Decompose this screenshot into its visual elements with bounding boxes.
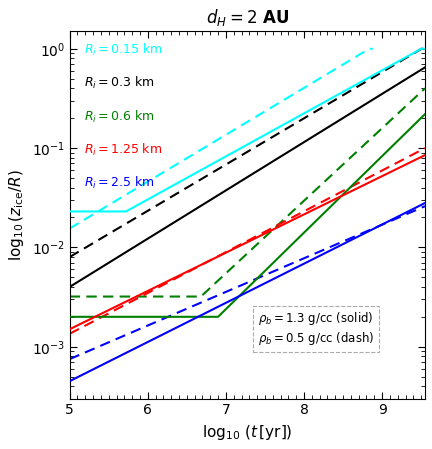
- Y-axis label: $\log_{10}( z_\mathrm{ice} / R )$: $\log_{10}( z_\mathrm{ice} / R )$: [7, 169, 26, 261]
- Text: $R_i = 0.6$ km: $R_i = 0.6$ km: [84, 108, 155, 124]
- Text: $R_i = 1.25$ km: $R_i = 1.25$ km: [84, 141, 162, 158]
- Text: $R_i = 2.5$ km: $R_i = 2.5$ km: [84, 175, 155, 191]
- Text: $R_i = 0.15$ km: $R_i = 0.15$ km: [84, 42, 163, 58]
- Title: $d_H = 2$ AU: $d_H = 2$ AU: [206, 7, 289, 28]
- Text: $R_i = 0.3$ km: $R_i = 0.3$ km: [84, 75, 155, 92]
- X-axis label: $\log_{10}\,( t\,[\mathrm{yr}] )$: $\log_{10}\,( t\,[\mathrm{yr}] )$: [202, 423, 292, 442]
- Text: $\rho_b = 1.3$ g/cc (solid)
$\rho_b = 0.5$ g/cc (dash): $\rho_b = 1.3$ g/cc (solid) $\rho_b = 0.…: [258, 310, 375, 347]
